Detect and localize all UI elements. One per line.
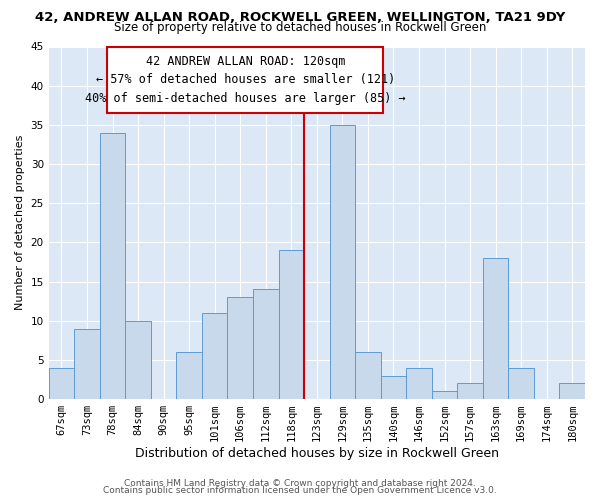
Text: ← 57% of detached houses are smaller (121): ← 57% of detached houses are smaller (12… [95,74,395,86]
Bar [432,391,457,399]
Bar [49,368,74,399]
Bar [329,125,355,399]
Bar [380,376,406,399]
Bar [483,258,508,399]
Bar [457,384,483,399]
Bar [227,297,253,399]
Bar [125,320,151,399]
Text: Size of property relative to detached houses in Rockwell Green: Size of property relative to detached ho… [114,22,486,35]
Text: Contains public sector information licensed under the Open Government Licence v3: Contains public sector information licen… [103,486,497,495]
Bar [100,132,125,399]
Bar [508,368,534,399]
X-axis label: Distribution of detached houses by size in Rockwell Green: Distribution of detached houses by size … [135,447,499,460]
Y-axis label: Number of detached properties: Number of detached properties [15,135,25,310]
Text: 42, ANDREW ALLAN ROAD, ROCKWELL GREEN, WELLINGTON, TA21 9DY: 42, ANDREW ALLAN ROAD, ROCKWELL GREEN, W… [35,11,565,24]
Bar [278,250,304,399]
Bar [559,384,585,399]
FancyBboxPatch shape [107,46,383,113]
Bar [74,328,100,399]
Bar [355,352,380,399]
Bar [176,352,202,399]
Text: 40% of semi-detached houses are larger (85) →: 40% of semi-detached houses are larger (… [85,92,406,105]
Text: Contains HM Land Registry data © Crown copyright and database right 2024.: Contains HM Land Registry data © Crown c… [124,478,476,488]
Bar [406,368,432,399]
Bar [253,290,278,399]
Text: 42 ANDREW ALLAN ROAD: 120sqm: 42 ANDREW ALLAN ROAD: 120sqm [146,54,345,68]
Bar [202,313,227,399]
